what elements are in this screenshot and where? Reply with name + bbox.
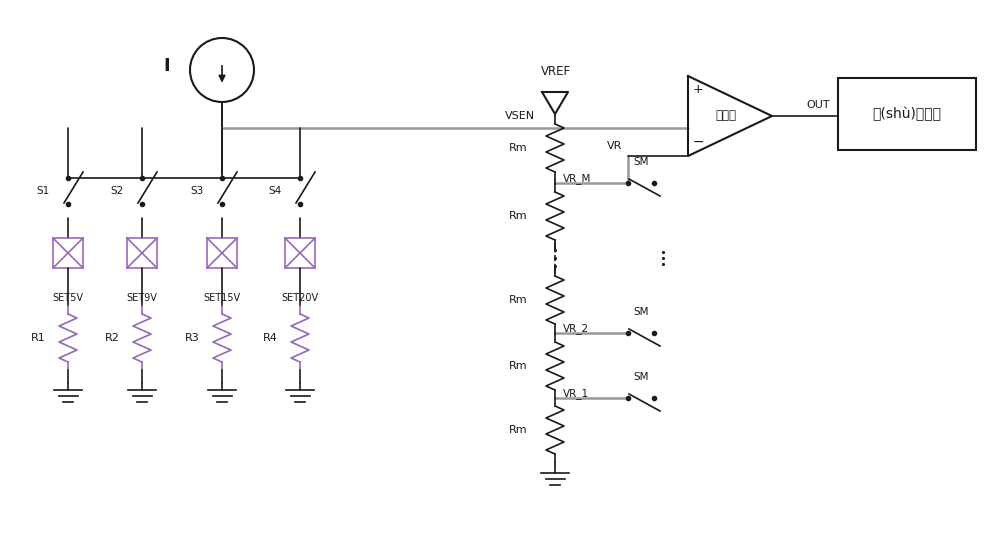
Text: SET9V: SET9V <box>127 293 157 303</box>
Text: OUT: OUT <box>806 100 830 110</box>
Text: Rm: Rm <box>508 361 527 371</box>
Text: SET20V: SET20V <box>281 293 319 303</box>
Bar <box>285 238 315 268</box>
Text: Rm: Rm <box>508 295 527 305</box>
Text: R2: R2 <box>105 333 120 343</box>
Text: S1: S1 <box>37 186 50 196</box>
Text: −: − <box>692 135 704 149</box>
Bar <box>207 238 237 268</box>
Text: SET15V: SET15V <box>203 293 241 303</box>
Text: Rm: Rm <box>508 211 527 221</box>
Polygon shape <box>542 92 568 114</box>
Text: R1: R1 <box>31 333 46 343</box>
Text: S4: S4 <box>269 186 282 196</box>
Text: +: + <box>693 83 703 96</box>
Bar <box>127 238 157 268</box>
Text: VREF: VREF <box>541 65 571 78</box>
Text: Rm: Rm <box>508 143 527 153</box>
Text: SET5V: SET5V <box>52 293 84 303</box>
Text: SM: SM <box>633 372 649 382</box>
Text: S3: S3 <box>191 186 204 196</box>
Text: 數(shù)字電路: 數(shù)字電路 <box>872 107 942 121</box>
Text: VR_2: VR_2 <box>563 323 589 335</box>
Text: Rm: Rm <box>508 425 527 435</box>
Text: SM: SM <box>633 157 649 167</box>
Text: SM: SM <box>633 307 649 317</box>
Bar <box>53 238 83 268</box>
Text: VR_1: VR_1 <box>563 388 589 399</box>
Text: 比較器: 比較器 <box>716 110 736 123</box>
Text: I: I <box>164 57 170 75</box>
Bar <box>838 78 976 150</box>
Text: VR_M: VR_M <box>563 174 591 185</box>
Text: S2: S2 <box>111 186 124 196</box>
Text: R4: R4 <box>263 333 278 343</box>
Text: VSEN: VSEN <box>505 111 535 121</box>
Text: VR: VR <box>607 141 622 151</box>
Text: R3: R3 <box>185 333 200 343</box>
Circle shape <box>190 38 254 102</box>
